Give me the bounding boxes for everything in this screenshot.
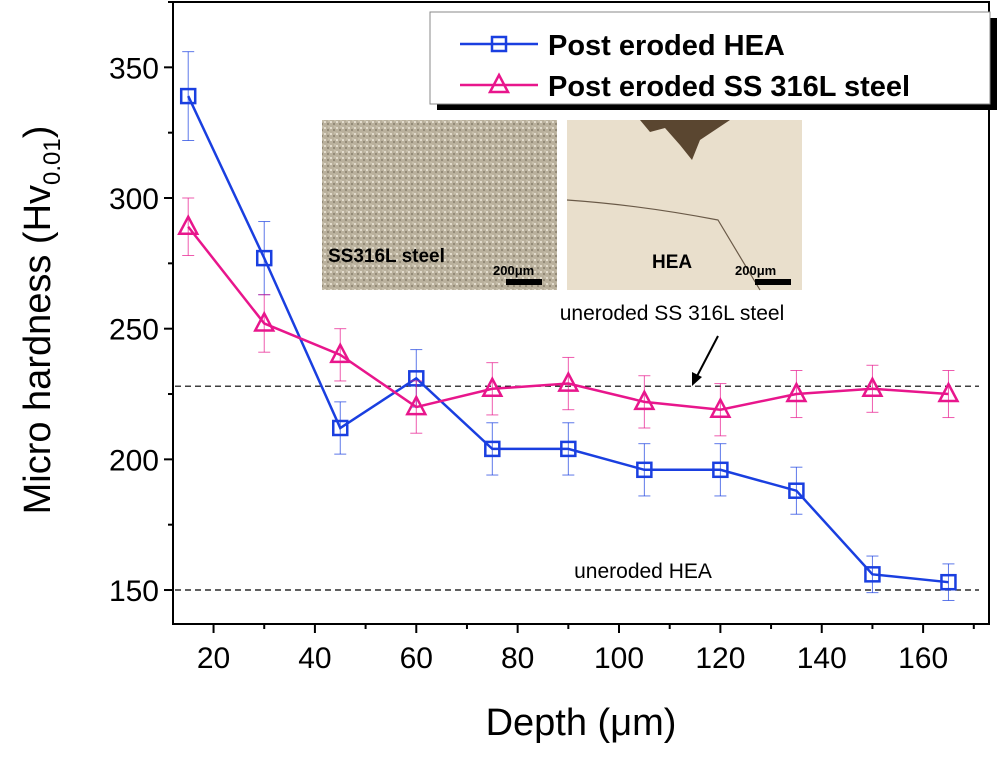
inset-ss316l-micrograph: SS316L steel 200μm — [322, 120, 557, 290]
legend-label-ss316l: Post eroded SS 316L steel — [548, 71, 910, 103]
micrograph-insets: SS316L steel 200μm HEA 200μm — [322, 120, 802, 291]
inset-ss316l-scale-bar — [506, 279, 542, 285]
y-axis-label: Micro hardness (Hv0.01) — [17, 126, 66, 515]
plot-frame — [172, 1, 990, 625]
legend-label-hea: Post eroded HEA — [548, 30, 785, 62]
data-point — [788, 482, 805, 499]
inset-hea-scale-label: 200μm — [735, 263, 776, 278]
y-tick-label: 300 — [109, 183, 159, 216]
inset-hea-micrograph: HEA 200μm — [566, 120, 802, 291]
legend-triangle-marker-icon — [487, 72, 511, 94]
data-point — [255, 249, 273, 267]
legend-square-marker-icon — [490, 35, 508, 53]
x-tick-label: 80 — [501, 642, 534, 675]
data-point — [557, 370, 580, 392]
x-tick-label: 160 — [898, 642, 948, 675]
x-tick-label: 100 — [594, 642, 644, 675]
data-point — [329, 342, 352, 364]
data-point — [484, 440, 501, 458]
data-point — [481, 376, 504, 398]
svg-text:Micro hardness (Hv0.01): Micro hardness (Hv0.01) — [17, 126, 66, 515]
y-tick-label: 250 — [109, 314, 159, 347]
data-point — [177, 214, 200, 236]
inset-hea-scale-bar — [755, 279, 791, 285]
data-point — [179, 87, 197, 105]
legend: Post eroded HEA Post eroded SS 316L stee… — [429, 11, 997, 110]
data-point — [712, 461, 729, 479]
x-tick-label: 20 — [197, 642, 230, 675]
annotation-arrow — [692, 335, 719, 386]
x-axis-label: Depth (μm) — [486, 702, 677, 744]
data-point — [636, 461, 653, 479]
x-tick-label: 40 — [298, 642, 331, 675]
data-point — [332, 419, 349, 437]
series-ss316l — [177, 197, 960, 437]
data-point — [937, 381, 960, 403]
y-tick-label: 350 — [109, 52, 159, 85]
x-tick-label: 120 — [695, 642, 745, 675]
data-point — [785, 381, 808, 403]
data-point — [560, 440, 577, 458]
data-point — [940, 573, 957, 591]
series-hea — [179, 51, 957, 601]
y-axis-label-subscript: 0.01 — [39, 138, 66, 185]
y-tick-label: 200 — [109, 444, 159, 477]
data-point — [709, 397, 732, 418]
x-tick-label: 60 — [400, 642, 433, 675]
series-line — [187, 225, 949, 411]
series-line — [187, 95, 949, 584]
data-point — [633, 389, 656, 411]
y-tick-label: 150 — [109, 575, 159, 608]
y-axis-label-close: ) — [17, 126, 59, 139]
inset-ss316l-scale-label: 200μm — [493, 263, 534, 278]
data-point — [405, 394, 428, 416]
reference-line-label: uneroded HEA — [574, 560, 712, 583]
inset-ss316l-label: SS316L steel — [328, 246, 445, 267]
data-point — [864, 566, 881, 583]
data-point — [861, 376, 884, 398]
y-axis-label-main: Micro hardness (Hv — [17, 185, 59, 514]
data-point — [253, 310, 276, 332]
inset-hea-label: HEA — [652, 252, 692, 273]
x-tick-label: 140 — [797, 642, 847, 675]
reference-line-label: uneroded SS 316L steel — [560, 302, 785, 325]
